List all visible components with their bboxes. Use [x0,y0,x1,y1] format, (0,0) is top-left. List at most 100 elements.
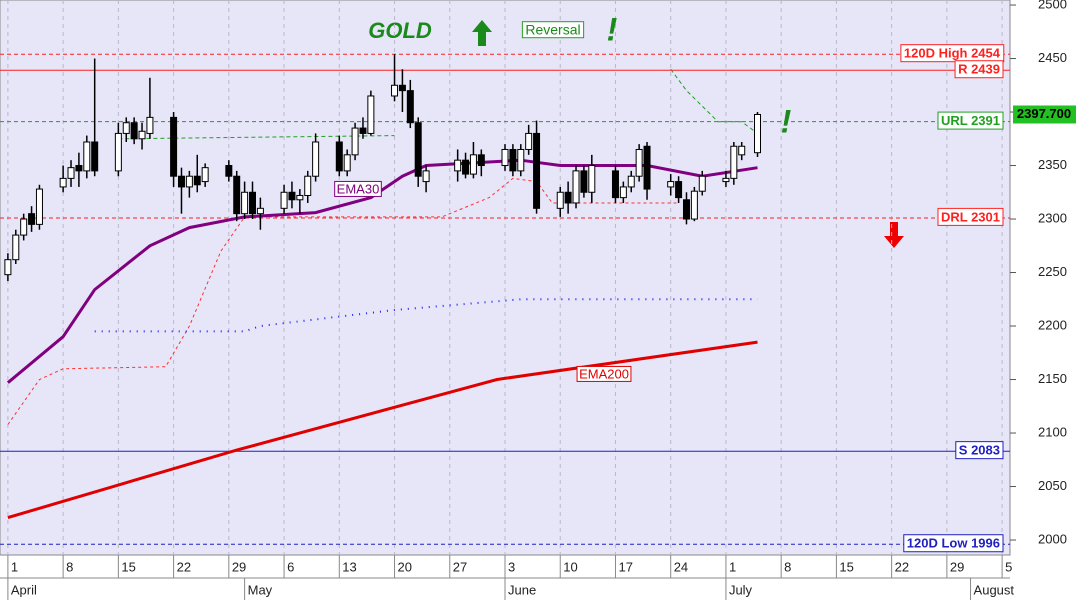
level-label-box [900,44,1005,63]
candle-body [296,194,304,201]
candle-body [83,141,91,172]
candle-body [351,127,359,156]
candle-body [414,122,422,177]
level-label: 120D High 2454 [900,44,1005,63]
candle-body [454,159,462,172]
candle-body [422,170,430,183]
x-tick-label: 24 [674,559,688,574]
candle-body [359,127,367,134]
series-label: EMA200 [576,365,632,382]
y-tick-label: 2150 [1038,371,1067,386]
candle-body [225,165,233,177]
x-tick-label: 3 [508,559,515,574]
candle-body [12,234,20,261]
x-tick-label: 22 [177,559,191,574]
x-tick-label: 1 [11,559,18,574]
x-tick-label: 6 [287,559,294,574]
candle-body [533,132,541,209]
candle-body [335,141,343,172]
candle-body [525,132,533,150]
level-label-text: DRL 2301 [941,209,1000,224]
y-tick-label: 2000 [1038,531,1067,546]
candle-body [35,188,43,225]
candle-body [501,148,509,167]
candle-body [312,141,320,177]
level-label: DRL 2301 [937,207,1004,226]
price-tag [1013,105,1076,124]
exclamation: ! [781,103,792,139]
candle-body [722,177,730,183]
candle-body [462,159,470,175]
x-tick-label: 29 [232,559,246,574]
up-arrow [472,20,492,46]
candle-body [185,175,193,188]
ema-line [6,158,758,384]
y-tick-label: 2500 [1038,0,1067,11]
level-label: S 2083 [955,441,1004,460]
y-tick-label: 2250 [1038,264,1067,279]
series-label-box [576,365,632,382]
y-tick-label: 2450 [1038,50,1067,65]
candle-body [517,148,525,172]
candle-body [738,145,746,156]
level-label-box [903,534,1004,553]
candle-body [288,191,296,201]
candle-body [193,175,201,186]
candle-body [138,130,146,140]
candle-body [682,199,690,220]
candle-body [67,167,75,179]
candle-body [304,175,312,196]
candle-body [91,141,99,172]
candle-body [367,95,375,134]
x-tick-label: 17 [618,559,632,574]
candle-body [241,191,249,215]
candle-body [177,175,185,188]
level-label-text: S 2083 [959,443,1000,458]
series-label: EMA30 [334,180,382,197]
candle-body [75,165,83,172]
x-tick-label: 1 [729,559,736,574]
level-label: R 2439 [954,60,1004,79]
month-label: July [729,582,753,597]
level-label-text: 120D Low 1996 [907,536,1000,551]
level-label: 120D Low 1996 [903,534,1004,553]
x-tick-label: 8 [66,559,73,574]
level-label-text: 120D High 2454 [904,46,1001,61]
month-label: April [11,582,37,597]
candle-body [233,175,241,215]
x-tick-label: 5 [1005,559,1012,574]
candle-body [406,90,414,124]
candle-body [509,148,517,172]
candle-body [635,148,643,177]
candle-body [754,113,761,154]
level-label: URL 2391 [937,111,1004,130]
candle-body [580,170,588,193]
candle-body [675,181,683,199]
level-label-text: URL 2391 [941,113,1000,128]
x-tick-label: 13 [342,559,356,574]
month-label: June [508,582,536,597]
candle-body [667,181,675,188]
candle-body [4,259,12,276]
candle-body [643,145,651,190]
reversal-label: Reversal [521,21,585,39]
candle-body [114,132,122,172]
y-tick-label: 2300 [1038,210,1067,225]
plot-area [0,0,1011,556]
x-tick-label: 20 [398,559,412,574]
candle-body [201,167,209,183]
reversal-text: Reversal [525,22,580,38]
candle-body [730,145,738,179]
level-label-box [937,111,1004,130]
level-label-text: R 2439 [958,62,1000,77]
x-tick-label: 22 [895,559,909,574]
candle-body [690,190,698,220]
candle-body [391,84,399,97]
candle-body [588,165,596,193]
ema-line [7,340,758,520]
candle-body [343,154,351,172]
exclamation: ! [607,11,618,47]
candle-body [280,191,288,209]
candle-body [146,116,154,134]
